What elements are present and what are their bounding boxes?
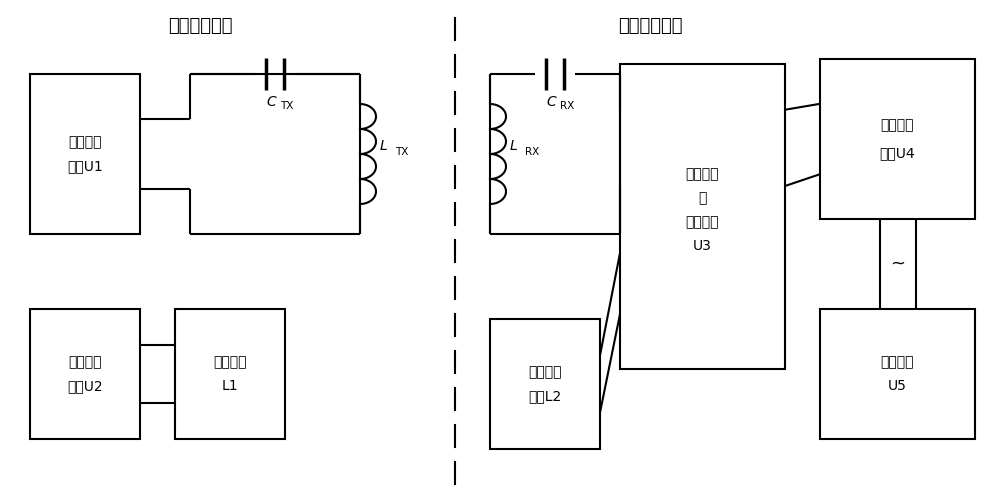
Text: 通信芯片: 通信芯片 <box>686 216 719 229</box>
Text: TX: TX <box>395 147 408 157</box>
Bar <box>620 64 785 369</box>
Text: 无线通信: 无线通信 <box>68 355 102 369</box>
Text: L1: L1 <box>222 379 238 393</box>
Text: 板载天线: 板载天线 <box>213 355 247 369</box>
Text: 系统U1: 系统U1 <box>67 159 103 173</box>
Text: 微型陶瓷: 微型陶瓷 <box>528 365 562 379</box>
Bar <box>820 309 975 439</box>
Text: U5: U5 <box>888 379 907 393</box>
Text: C: C <box>546 95 556 109</box>
Text: 芯片U4: 芯片U4 <box>880 146 915 160</box>
Text: 系统U2: 系统U2 <box>67 379 103 393</box>
Bar <box>490 319 600 449</box>
Text: ~: ~ <box>890 255 905 273</box>
Text: 与: 与 <box>698 192 707 206</box>
Bar <box>30 309 140 439</box>
Text: 天线L2: 天线L2 <box>528 389 562 403</box>
Text: RX: RX <box>525 147 539 157</box>
Bar <box>30 74 140 234</box>
Bar <box>820 59 975 219</box>
Text: 体外基站部分: 体外基站部分 <box>168 17 232 35</box>
Text: 无线供电: 无线供电 <box>686 167 719 181</box>
Text: 电极阵列: 电极阵列 <box>881 355 914 369</box>
Text: TX: TX <box>280 101 293 111</box>
Text: 无线供电: 无线供电 <box>68 135 102 149</box>
Text: 脑机接口: 脑机接口 <box>881 118 914 132</box>
Bar <box>175 309 285 439</box>
Text: C: C <box>266 95 276 109</box>
Text: 体内植入部分: 体内植入部分 <box>618 17 682 35</box>
Text: RX: RX <box>560 101 574 111</box>
Text: L: L <box>380 139 388 153</box>
Text: L: L <box>510 139 518 153</box>
Text: U3: U3 <box>693 239 712 254</box>
